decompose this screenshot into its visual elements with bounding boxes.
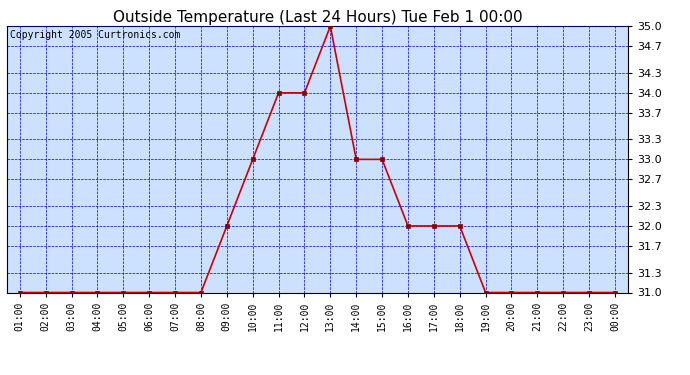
Text: Copyright 2005 Curtronics.com: Copyright 2005 Curtronics.com [10,30,180,40]
Title: Outside Temperature (Last 24 Hours) Tue Feb 1 00:00: Outside Temperature (Last 24 Hours) Tue … [112,10,522,25]
